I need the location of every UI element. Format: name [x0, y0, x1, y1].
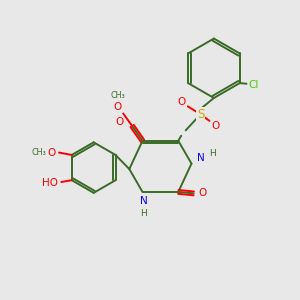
- Text: O: O: [116, 117, 124, 127]
- Text: S: S: [197, 108, 204, 121]
- Text: CH₃: CH₃: [110, 91, 125, 100]
- Text: O: O: [198, 188, 206, 198]
- Text: CH₃: CH₃: [32, 148, 46, 157]
- Text: H: H: [141, 209, 147, 218]
- Text: HO: HO: [42, 178, 58, 188]
- Text: N: N: [197, 153, 205, 163]
- Text: Cl: Cl: [249, 80, 259, 90]
- Text: O: O: [114, 103, 122, 112]
- Text: N: N: [140, 196, 148, 206]
- Text: H: H: [209, 149, 216, 158]
- Text: O: O: [211, 121, 220, 130]
- Text: O: O: [178, 97, 186, 106]
- Text: O: O: [48, 148, 56, 158]
